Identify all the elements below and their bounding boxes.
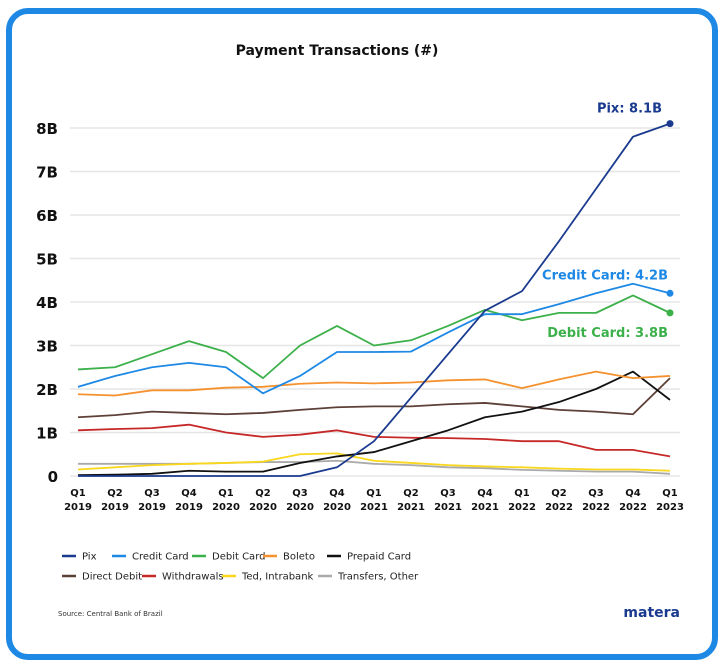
end-point-marker <box>666 309 674 317</box>
x-tick-year: 2020 <box>249 502 277 513</box>
legend-label: Direct Debit <box>82 572 142 583</box>
legend-label: Withdrawals <box>162 572 224 583</box>
x-tick-year: 2020 <box>323 502 351 513</box>
series-line-boleto <box>77 370 671 397</box>
x-tick-year: 2021 <box>471 502 499 513</box>
chart-title: Payment Transactions (#) <box>236 43 439 59</box>
y-tick-label: 4B <box>36 294 58 312</box>
x-tick-year: 2019 <box>138 502 166 513</box>
chart-card <box>6 8 718 660</box>
series-line-debit-card <box>77 294 671 380</box>
x-tick-quarter: Q2 <box>255 488 271 499</box>
y-tick-label: 7B <box>36 164 58 182</box>
y-tick-label: 8B <box>36 120 58 138</box>
y-tick-label: 0 <box>48 468 58 486</box>
x-tick-quarter: Q1 <box>218 488 234 499</box>
x-tick-year: 2021 <box>360 502 388 513</box>
x-tick-year: 2019 <box>175 502 203 513</box>
series-line-prepaid-card <box>77 370 671 477</box>
legend-item: Pix <box>62 552 97 563</box>
x-tick-year: 2019 <box>64 502 92 513</box>
y-tick-label: 5B <box>36 251 58 269</box>
end-point-marker <box>666 289 674 297</box>
x-tick-quarter: Q1 <box>366 488 382 499</box>
x-tick-quarter: Q2 <box>107 488 123 499</box>
series-line-pix <box>78 122 671 477</box>
legend-item: Boleto <box>263 552 315 563</box>
legend-item: Ted, Intrabank <box>222 572 314 583</box>
x-tick-quarter: Q4 <box>329 488 345 499</box>
end-point-marker <box>666 120 674 128</box>
series-line-withdrawals <box>77 423 671 458</box>
legend-label: Ted, Intrabank <box>241 572 314 583</box>
x-tick-year: 2023 <box>656 502 684 513</box>
x-tick-year: 2021 <box>397 502 425 513</box>
x-tick-year: 2020 <box>212 502 240 513</box>
x-tick-quarter: Q4 <box>625 488 641 499</box>
legend-label: Credit Card <box>132 552 189 563</box>
x-tick-year: 2020 <box>286 502 314 513</box>
legend-item: Direct Debit <box>62 572 142 583</box>
series-line-direct-debit <box>77 377 671 419</box>
y-tick-label: 3B <box>36 338 58 356</box>
x-tick-quarter: Q3 <box>440 488 456 499</box>
end-value-label: Pix: 8.1B <box>597 102 662 117</box>
legend-item: Withdrawals <box>142 572 224 583</box>
legend-label: Transfers, Other <box>337 572 419 583</box>
source-note: Source: Central Bank of Brazil <box>58 610 163 618</box>
x-tick-year: 2019 <box>101 502 129 513</box>
y-tick-label: 6B <box>36 207 58 225</box>
x-tick-year: 2021 <box>434 502 462 513</box>
legend-label: Debit Card <box>212 552 265 563</box>
legend-item: Transfers, Other <box>318 572 419 583</box>
legend-label: Prepaid Card <box>347 552 411 563</box>
legend-item: Credit Card <box>112 552 189 563</box>
x-tick-quarter: Q1 <box>662 488 678 499</box>
end-value-label: Credit Card: 4.2B <box>542 268 668 283</box>
x-tick-quarter: Q3 <box>144 488 160 499</box>
x-tick-quarter: Q3 <box>588 488 604 499</box>
x-tick-year: 2022 <box>508 502 536 513</box>
x-tick-quarter: Q2 <box>403 488 419 499</box>
x-tick-quarter: Q3 <box>292 488 308 499</box>
x-tick-quarter: Q2 <box>551 488 567 499</box>
x-tick-year: 2022 <box>619 502 647 513</box>
series-line-credit-card <box>77 282 671 395</box>
x-tick-quarter: Q1 <box>514 488 530 499</box>
x-tick-year: 2022 <box>582 502 610 513</box>
legend-item: Prepaid Card <box>327 552 411 563</box>
end-value-label: Debit Card: 3.8B <box>547 326 668 341</box>
legend-label: Pix <box>82 552 97 563</box>
x-tick-year: 2022 <box>545 502 573 513</box>
x-tick-quarter: Q1 <box>70 488 86 499</box>
series-line-ted-intrabank <box>77 452 671 472</box>
matera-logo: matera <box>623 605 680 621</box>
x-tick-quarter: Q4 <box>181 488 197 499</box>
y-tick-label: 2B <box>36 381 58 399</box>
legend-label: Boleto <box>283 552 315 563</box>
legend-item: Debit Card <box>192 552 265 563</box>
y-tick-label: 1B <box>36 425 58 443</box>
x-tick-quarter: Q4 <box>477 488 493 499</box>
